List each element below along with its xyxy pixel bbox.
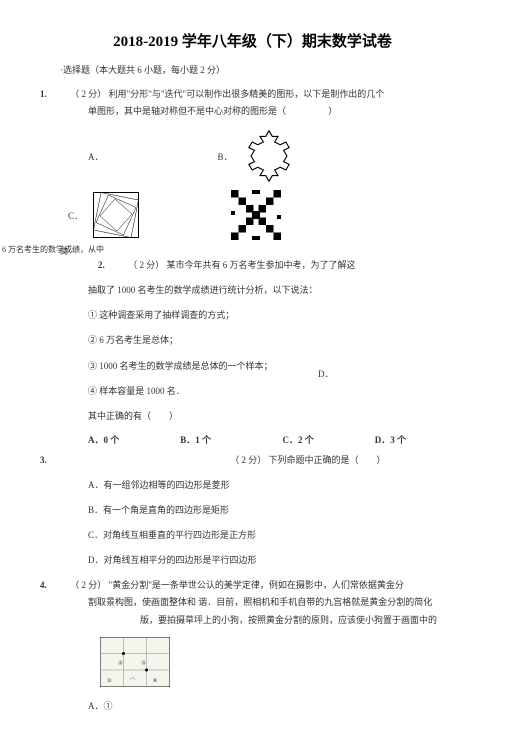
q2-text2: 抽取了 1000 名考生的数学成绩进行统计分析，以下说法：	[88, 282, 465, 299]
q2-s3-row: ③ 1000 名考生的数学成绩是总体的一个样本； D．	[88, 358, 465, 375]
svg-text:④: ④	[153, 677, 158, 684]
pixel-x-icon	[231, 190, 281, 240]
svg-text:③: ③	[141, 659, 146, 666]
question-4: 4. （ 2 分） "黄金分割"是一条举世公认的美学定律，例如在摄影中，人们常依…	[40, 577, 465, 628]
q3-number: 3.	[40, 452, 68, 469]
q2-s4: ④ 样本容量是 1000 名．	[88, 383, 465, 400]
q3-opt-b: B．有一个角是直角的四边形是矩形	[88, 502, 465, 519]
exam-title: 2018-2019 学年八年级（下）期末数学试卷	[40, 30, 465, 51]
question-2: 2. （ 2 分） 某市今年共有 6 万名考生参加中考，为了了解这	[88, 257, 465, 274]
question-3: 3. （ 2 分） 下列命题中正确的是（ ）	[40, 452, 465, 469]
q2-opt-b: B．1 个	[180, 433, 280, 446]
q1-text2: 单图形，其中是轴对称但不是中心对称的图形是（	[88, 106, 286, 116]
q2-opt-c: C．2 个	[283, 433, 373, 446]
q4-text1: "黄金分割"是一条举世公认的美学定律，例如在摄影中，人们常依据黄金分	[109, 580, 404, 590]
margin-note: 6 万名考生的数学成绩，从中	[2, 244, 122, 255]
nested-squares-icon	[91, 190, 141, 240]
q2-text1: 某市今年共有 6 万名考生参加中考，为了了解这	[167, 260, 356, 270]
q2-pts: （ 2 分）	[128, 260, 164, 270]
q2-number: 2.	[98, 257, 126, 274]
q3-opt-c: C．对角线互相垂直的平行四边形是正方形	[88, 527, 465, 544]
q2-s3: ③ 1000 名考生的数学成绩是总体的一个样本；	[88, 361, 273, 371]
q4-text3: 版，要拍摄草坪上的小狗，按照黄金分割的原则，应该使小狗置于画面中的	[140, 612, 465, 629]
q2-d-side: D．	[318, 366, 334, 383]
q4-text2: 割取景构图，使画面整体和 谐．目前，照相机和手机自带的九宫格就是黄金分割的简化	[88, 594, 465, 611]
q1-opt-c: C．	[68, 209, 83, 222]
q1-opt-b: B．	[218, 150, 233, 163]
q2-opt-d: D．3 个	[375, 433, 406, 446]
q4-grid: ② ③ ① ④	[100, 637, 465, 692]
nine-grid-icon: ② ③ ① ④	[100, 637, 170, 687]
q1-text2-row: 单图形，其中是轴对称但不是中心对称的图形是（ ）	[88, 103, 465, 120]
question-1: 1. （ 2 分） 利用"分形"与"迭代"可以制作出很多精美的图形，以下是制作出…	[40, 86, 465, 120]
q2-s2: ② 6 万名考生是总体；	[88, 332, 465, 349]
q1-row-ab: A． B．	[88, 128, 465, 184]
section-heading: ·选择题（本大题共 6 小题，每小题 2 分）	[60, 63, 465, 76]
q1-opt-a: A．	[88, 150, 104, 163]
q3-opt-a: A．有一组邻边相等的四边形是菱形	[88, 477, 465, 494]
q2-options: A．0 个 B．1 个 C．2 个 D．3 个	[88, 433, 465, 446]
koch-snowflake-icon	[241, 128, 297, 184]
q3-text1: 下列命题中正确的是（ ）	[269, 455, 386, 465]
q1-number: 1.	[40, 86, 68, 103]
q3-opt-d: D．对角线互相平分的四边形是平行四边形	[88, 552, 465, 569]
q4-opt-a: A．①	[88, 698, 465, 715]
q1-pts: （ 2 分）	[70, 89, 106, 99]
q2-s5: 其中正确的有（ ）	[88, 408, 465, 425]
q3-pts: （ 2 分）	[230, 455, 266, 465]
q1-paren-close: ）	[328, 106, 337, 116]
q1-text1: 利用"分形"与"迭代"可以制作出很多精美的图形，以下是制作出的几个	[109, 89, 385, 99]
q2-s1: ① 这种调查采用了抽样调查的方式；	[88, 307, 465, 324]
q4-number: 4.	[40, 577, 68, 594]
q4-pts: （ 2 分）	[70, 580, 106, 590]
svg-text:②: ②	[118, 659, 123, 666]
svg-text:①: ①	[107, 677, 112, 684]
q1-row-cd: C．	[68, 190, 465, 240]
q2-opt-a: A．0 个	[88, 433, 178, 446]
